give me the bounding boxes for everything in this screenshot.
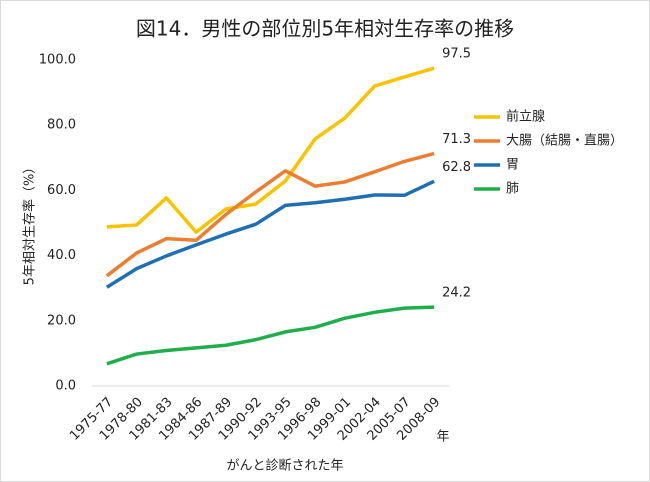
y-tick-label: 20.0 (47, 313, 76, 328)
data-label: 62.8 (442, 160, 471, 175)
y-tick-label: 100.0 (39, 53, 76, 68)
data-label: 97.5 (442, 47, 471, 62)
x-axis-unit: 年 (436, 430, 449, 445)
series-line (105, 151, 435, 278)
y-tick-label: 80.0 (47, 118, 76, 133)
y-tick-label: 40.0 (47, 248, 76, 263)
x-axis-label: がんと診断された年 (226, 458, 343, 474)
chart-title: 図14．男性の部位別5年相対生存率の推移 (136, 17, 514, 41)
data-label: 24.2 (442, 286, 471, 301)
legend-label: 肺 (506, 182, 519, 197)
series-line (105, 179, 435, 289)
legend-label: 前立腺 (506, 109, 545, 125)
legend-label: 胃 (506, 158, 519, 173)
series-line (106, 305, 435, 366)
legend-label: 大腸（結腸・直腸） (506, 134, 623, 149)
y-tick-label: 60.0 (47, 183, 76, 198)
y-tick-label: 0.0 (55, 379, 76, 394)
data-label: 71.3 (442, 132, 471, 147)
series-line (106, 66, 435, 234)
y-axis-label: 5年相対生存率（%） (22, 161, 38, 286)
